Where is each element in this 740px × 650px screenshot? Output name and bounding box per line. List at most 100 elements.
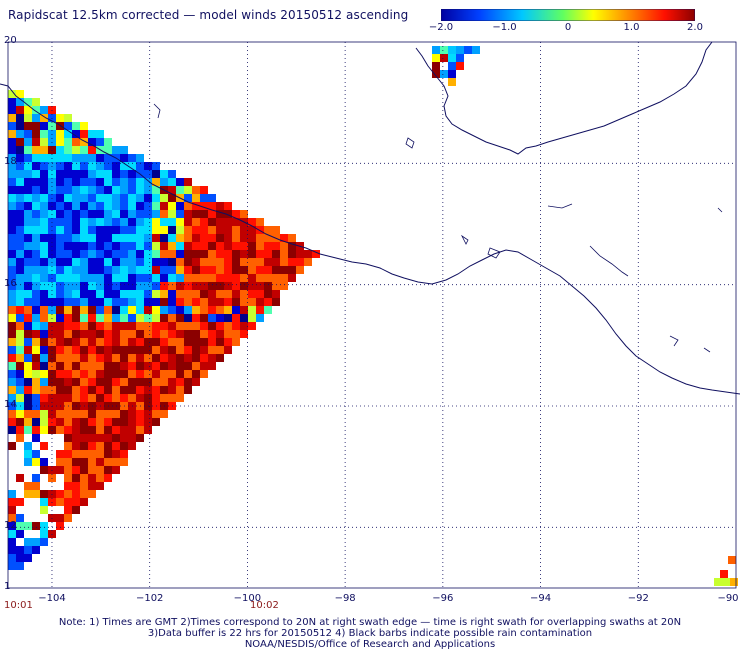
wind-cell: [32, 234, 40, 242]
wind-cell: [24, 346, 32, 354]
wind-cell: [120, 330, 128, 338]
wind-cell: [8, 370, 16, 378]
wind-cell: [112, 346, 120, 354]
wind-cell: [184, 314, 192, 322]
wind-cell: [144, 266, 152, 274]
wind-cell: [120, 410, 128, 418]
wind-cell: [216, 258, 224, 266]
wind-cell: [88, 482, 96, 490]
wind-cell: [104, 146, 112, 154]
wind-cell: [120, 290, 128, 298]
wind-cell: [40, 106, 48, 114]
wind-cell: [240, 330, 248, 338]
wind-cell: [152, 370, 160, 378]
wind-cell: [104, 170, 112, 178]
wind-cell: [16, 90, 24, 98]
wind-cell: [96, 426, 104, 434]
wind-cell: [224, 210, 232, 218]
wind-cell: [256, 274, 264, 282]
wind-cell: [136, 354, 144, 362]
wind-cell: [152, 386, 160, 394]
wind-cell: [32, 538, 40, 546]
wind-cell: [56, 338, 64, 346]
wind-cell: [8, 306, 16, 314]
wind-cell: [120, 250, 128, 258]
wind-cell: [56, 362, 64, 370]
wind-cell: [8, 410, 16, 418]
wind-cell: [88, 154, 96, 162]
wind-cell: [232, 234, 240, 242]
wind-cell: [440, 62, 448, 70]
wind-cell: [16, 322, 24, 330]
wind-cell: [192, 378, 200, 386]
wind-cell: [248, 234, 256, 242]
wind-cell: [80, 202, 88, 210]
wind-cell: [136, 218, 144, 226]
wind-cell: [96, 410, 104, 418]
wind-cell: [72, 354, 80, 362]
wind-cell: [120, 394, 128, 402]
wind-cell: [128, 442, 136, 450]
wind-cell: [64, 218, 72, 226]
wind-cell: [144, 290, 152, 298]
wind-cell: [88, 266, 96, 274]
wind-cell: [80, 290, 88, 298]
wind-cell: [128, 426, 136, 434]
wind-cell: [120, 170, 128, 178]
wind-cell: [144, 410, 152, 418]
wind-cell: [112, 250, 120, 258]
wind-cell: [192, 186, 200, 194]
wind-cell: [32, 250, 40, 258]
wind-cell: [88, 410, 96, 418]
wind-cell: [160, 202, 168, 210]
wind-cell: [24, 386, 32, 394]
wind-cell: [152, 178, 160, 186]
wind-cell: [88, 346, 96, 354]
wind-cell: [112, 282, 120, 290]
wind-cell: [184, 242, 192, 250]
wind-cell: [184, 290, 192, 298]
wind-cell: [176, 330, 184, 338]
wind-cell: [200, 202, 208, 210]
wind-cell: [160, 362, 168, 370]
wind-cell: [24, 290, 32, 298]
wind-cell: [8, 562, 16, 570]
wind-cell: [56, 322, 64, 330]
wind-cell: [80, 154, 88, 162]
wind-cell: [56, 394, 64, 402]
wind-cell: [32, 434, 40, 442]
wind-cell: [88, 146, 96, 154]
wind-cell: [88, 490, 96, 498]
lon-label: −92: [627, 593, 649, 604]
wind-cell: [88, 394, 96, 402]
wind-cell: [16, 154, 24, 162]
wind-cell: [152, 210, 160, 218]
wind-cell: [152, 290, 160, 298]
wind-cell: [64, 482, 72, 490]
wind-cell: [200, 266, 208, 274]
wind-cell: [80, 474, 88, 482]
wind-cell: [8, 242, 16, 250]
wind-cell: [40, 330, 48, 338]
wind-cell: [440, 70, 448, 78]
wind-cell: [248, 242, 256, 250]
wind-cell: [96, 346, 104, 354]
wind-cell: [200, 250, 208, 258]
wind-cell: [136, 162, 144, 170]
wind-cell: [160, 274, 168, 282]
wind-cell: [128, 234, 136, 242]
wind-cell: [96, 370, 104, 378]
lon-label: −104: [38, 593, 66, 604]
wind-cell: [80, 378, 88, 386]
wind-cell: [120, 282, 128, 290]
wind-cell: [8, 386, 16, 394]
wind-cell: [144, 370, 152, 378]
wind-cell: [96, 298, 104, 306]
wind-cell: [40, 202, 48, 210]
wind-cell: [208, 234, 216, 242]
wind-cell: [216, 282, 224, 290]
wind-cell: [24, 538, 32, 546]
wind-cell: [152, 282, 160, 290]
wind-cell: [24, 426, 32, 434]
wind-cell: [160, 370, 168, 378]
